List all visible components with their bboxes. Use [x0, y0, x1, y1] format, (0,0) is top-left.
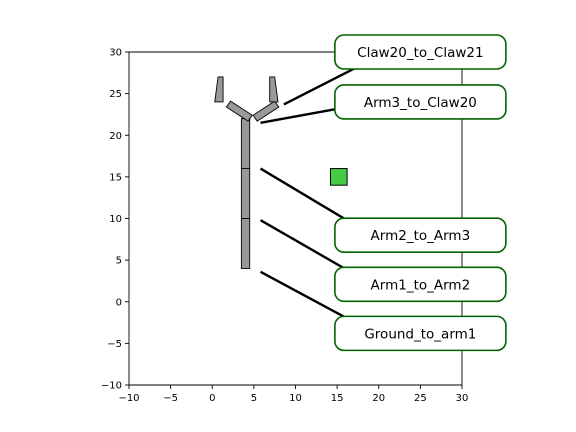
claw20-tip [214, 76, 224, 103]
claw21-base [252, 100, 280, 122]
x-tick-label: 15 [331, 393, 344, 404]
target-block [329, 168, 348, 186]
y-axis-ticks: −10 −5 0 5 10 15 20 25 30 [101, 48, 129, 392]
x-tick-label: −5 [163, 393, 178, 404]
joint-label-text: Ground_to_arm1 [364, 326, 476, 342]
joint-label-box [334, 266, 507, 303]
target-square [329, 168, 348, 186]
claw20-base [225, 100, 253, 122]
joint-label-box [334, 84, 507, 120]
x-axis-ticks: −10 −5 0 5 10 15 20 25 30 [118, 385, 468, 404]
joint-label-text: Arm1_to_Arm2 [371, 277, 471, 293]
joint-labels: Claw20_to_Claw21 Arm3_to_Claw20 Arm2_to_Ar… [334, 34, 507, 352]
y-tick-label: −10 [101, 381, 122, 392]
joint-label-box [334, 34, 507, 70]
x-tick-label: 0 [209, 393, 215, 404]
y-tick-label: 25 [109, 89, 122, 100]
x-tick-label: 5 [251, 393, 257, 404]
segment-arm2 [240, 168, 251, 219]
x-tick-label: 10 [289, 393, 302, 404]
segment-arm1 [240, 218, 251, 269]
x-tick-label: 25 [414, 393, 427, 404]
x-tick-label: −10 [118, 393, 139, 404]
arm-segments [240, 118, 251, 269]
joint-label-text: Arm3_to_Claw20 [364, 95, 477, 111]
y-tick-label: 15 [109, 172, 122, 183]
y-tick-label: 10 [109, 214, 122, 225]
y-tick-label: 5 [116, 256, 122, 267]
joint-label-box [334, 315, 507, 352]
claw-parts [214, 76, 280, 122]
x-tick-label: 30 [456, 393, 469, 404]
claw21-tip [269, 76, 279, 103]
plot-area: −10 −5 0 5 10 15 20 25 30 −10 −5 0 5 10 15 20 25 30 [101, 48, 468, 405]
y-tick-label: −5 [107, 339, 122, 350]
joint-label-box [334, 217, 507, 253]
y-tick-label: 20 [109, 131, 122, 142]
joint-label-text: Claw20_to_Claw21 [357, 45, 483, 61]
segment-arm3 [240, 118, 251, 169]
y-tick-label: 30 [109, 48, 122, 59]
x-tick-label: 20 [372, 393, 385, 404]
y-tick-label: 0 [116, 297, 122, 308]
joint-label-text: Arm2_to_Arm3 [371, 228, 471, 244]
